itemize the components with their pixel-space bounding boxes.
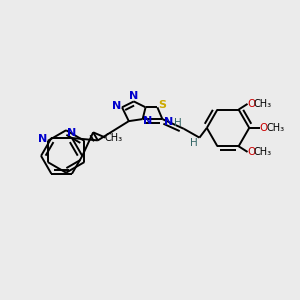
Text: S: S bbox=[159, 100, 167, 110]
Text: CH₃: CH₃ bbox=[254, 147, 272, 157]
Text: CH₃: CH₃ bbox=[266, 123, 284, 133]
Text: H: H bbox=[190, 138, 198, 148]
Text: CH₃: CH₃ bbox=[105, 133, 123, 142]
Text: N: N bbox=[129, 91, 138, 101]
Text: H: H bbox=[173, 118, 181, 128]
Text: N: N bbox=[67, 128, 76, 138]
Text: O: O bbox=[247, 147, 255, 157]
Text: N: N bbox=[143, 116, 153, 126]
Text: N: N bbox=[112, 101, 122, 111]
Text: O: O bbox=[247, 99, 255, 109]
Text: O: O bbox=[259, 123, 267, 133]
Text: CH₃: CH₃ bbox=[254, 99, 272, 109]
Text: N: N bbox=[38, 134, 47, 144]
Text: N: N bbox=[164, 117, 173, 127]
